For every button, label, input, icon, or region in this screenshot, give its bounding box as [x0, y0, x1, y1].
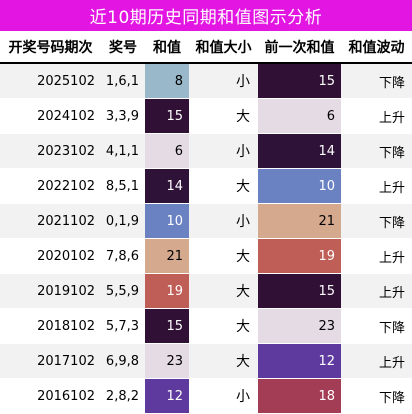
- numbers-cell: 1,6,1: [101, 63, 145, 99]
- header-period: 开奖号码期次: [0, 31, 101, 64]
- trend-cell: 下降: [341, 308, 412, 344]
- prev-sum-cell: 15: [258, 63, 341, 99]
- prev-sum-cell: 19: [258, 238, 341, 274]
- sum-size-cell: 小: [189, 133, 258, 169]
- period-cell: 2024102: [0, 98, 101, 134]
- period-cell: 2018102: [0, 308, 101, 344]
- table-row: 2018102 5,7,3 15 大 23 下降: [0, 308, 412, 344]
- trend-cell: 下降: [341, 203, 412, 239]
- period-cell: 2016102: [0, 378, 101, 414]
- trend-cell: 上升: [341, 238, 412, 274]
- sum-cell: 21: [145, 238, 189, 274]
- table-row: 2019102 5,5,9 19 大 15 上升: [0, 273, 412, 309]
- sum-size-cell: 小: [189, 378, 258, 414]
- table-row: 2024102 3,3,9 15 大 6 上升: [0, 98, 412, 134]
- trend-cell: 下降: [341, 378, 412, 414]
- numbers-cell: 6,9,8: [101, 343, 145, 379]
- sum-cell: 12: [145, 378, 189, 414]
- trend-cell: 上升: [341, 273, 412, 309]
- sum-size-cell: 大: [189, 238, 258, 274]
- prev-sum-cell: 23: [258, 308, 341, 344]
- prev-sum-cell: 6: [258, 98, 341, 134]
- period-cell: 2022102: [0, 168, 101, 204]
- numbers-cell: 4,1,1: [101, 133, 145, 169]
- trend-cell: 下降: [341, 133, 412, 169]
- sum-size-cell: 小: [189, 203, 258, 239]
- trend-cell: 上升: [341, 98, 412, 134]
- sum-cell: 15: [145, 98, 189, 134]
- table-row: 2017102 6,9,8 23 大 12 上升: [0, 343, 412, 379]
- prev-sum-cell: 21: [258, 203, 341, 239]
- numbers-cell: 8,5,1: [101, 168, 145, 204]
- table-header-row: 开奖号码期次 奖号 和值 和值大小 前一次和值 和值波动: [0, 31, 412, 64]
- history-table: 开奖号码期次 奖号 和值 和值大小 前一次和值 和值波动 2025102 1,6,…: [0, 31, 412, 414]
- prev-sum-cell: 12: [258, 343, 341, 379]
- trend-cell: 上升: [341, 343, 412, 379]
- sum-cell: 19: [145, 273, 189, 309]
- numbers-cell: 2,8,2: [101, 378, 145, 414]
- prev-sum-cell: 18: [258, 378, 341, 414]
- period-cell: 2017102: [0, 343, 101, 379]
- table-row: 2020102 7,8,6 21 大 19 上升: [0, 238, 412, 274]
- header-prev-sum: 前一次和值: [258, 31, 341, 64]
- sum-cell: 23: [145, 343, 189, 379]
- header-sum-trend: 和值波动: [341, 31, 412, 64]
- numbers-cell: 5,7,3: [101, 308, 145, 344]
- prev-sum-cell: 15: [258, 273, 341, 309]
- table-row: 2025102 1,6,1 8 小 15 下降: [0, 63, 412, 99]
- period-cell: 2020102: [0, 238, 101, 274]
- sum-cell: 8: [145, 63, 189, 99]
- sum-cell: 15: [145, 308, 189, 344]
- sum-size-cell: 大: [189, 168, 258, 204]
- sum-size-cell: 大: [189, 273, 258, 309]
- table-row: 2022102 8,5,1 14 大 10 上升: [0, 168, 412, 204]
- sum-cell: 14: [145, 168, 189, 204]
- table-row: 2016102 2,8,2 12 小 18 下降: [0, 378, 412, 414]
- table-row: 2023102 4,1,1 6 小 14 下降: [0, 133, 412, 169]
- sum-size-cell: 大: [189, 343, 258, 379]
- header-sum: 和值: [145, 31, 189, 64]
- numbers-cell: 3,3,9: [101, 98, 145, 134]
- numbers-cell: 5,5,9: [101, 273, 145, 309]
- sum-cell: 6: [145, 133, 189, 169]
- trend-cell: 下降: [341, 63, 412, 99]
- header-numbers: 奖号: [101, 31, 145, 64]
- period-cell: 2023102: [0, 133, 101, 169]
- prev-sum-cell: 10: [258, 168, 341, 204]
- trend-cell: 上升: [341, 168, 412, 204]
- period-cell: 2019102: [0, 273, 101, 309]
- header-sum-size: 和值大小: [189, 31, 258, 64]
- numbers-cell: 0,1,9: [101, 203, 145, 239]
- period-cell: 2021102: [0, 203, 101, 239]
- sum-cell: 10: [145, 203, 189, 239]
- period-cell: 2025102: [0, 63, 101, 99]
- sum-size-cell: 大: [189, 308, 258, 344]
- prev-sum-cell: 14: [258, 133, 341, 169]
- sum-size-cell: 小: [189, 63, 258, 99]
- numbers-cell: 7,8,6: [101, 238, 145, 274]
- page-title: 近10期历史同期和值图示分析: [0, 0, 412, 31]
- sum-size-cell: 大: [189, 98, 258, 134]
- table-row: 2021102 0,1,9 10 小 21 下降: [0, 203, 412, 239]
